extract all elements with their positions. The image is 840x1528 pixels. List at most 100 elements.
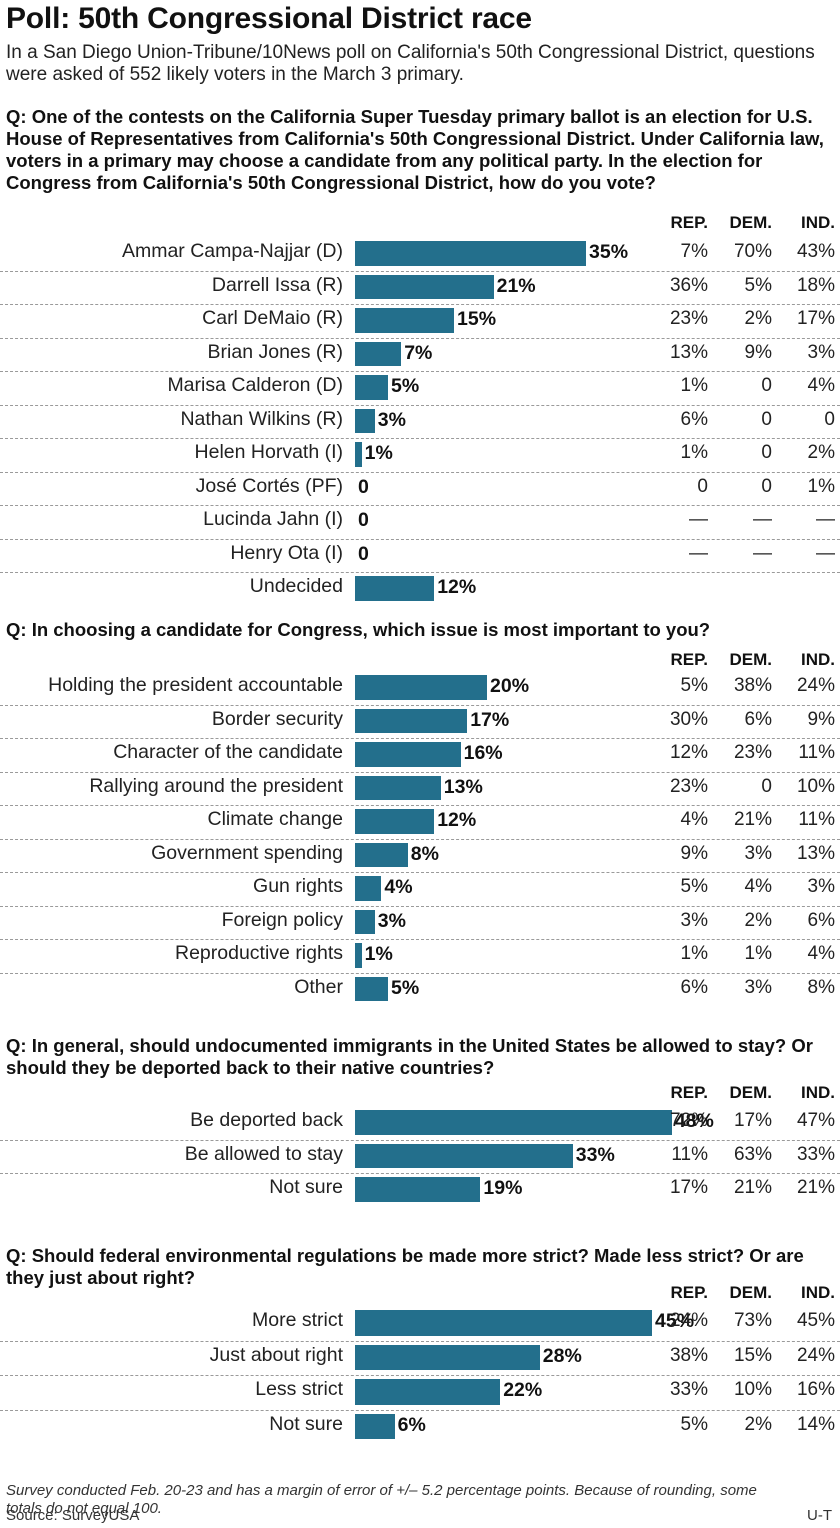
breakdown-value: 21%	[733, 809, 772, 830]
breakdown-value: —	[816, 509, 835, 530]
value-label: 5%	[391, 976, 420, 999]
breakdown-value: 5%	[744, 274, 772, 296]
data-bar	[355, 1413, 395, 1439]
breakdown-value: —	[816, 542, 835, 564]
breakdown-value: 1%	[807, 475, 835, 497]
value-label: 12%	[437, 576, 477, 598]
chart-row: Just about right 28% 38% 15% 24%	[0, 1342, 840, 1376]
category-label: Lucinda Jahn (I)	[203, 508, 343, 530]
category-label: José Cortés (PF)	[195, 474, 343, 497]
value-label: 1%	[364, 442, 393, 464]
breakdown-value: —	[753, 542, 772, 564]
breakdown-value: 23%	[733, 742, 772, 763]
breakdown-value: —	[689, 542, 708, 564]
data-bar	[355, 742, 461, 767]
breakdown-value: 0	[761, 775, 772, 797]
row-divider	[0, 1173, 840, 1174]
value-label: 1%	[364, 943, 393, 965]
data-bar	[355, 976, 388, 1001]
breakdown-value: 13%	[796, 842, 835, 864]
value-label: 8%	[410, 842, 439, 865]
breakdown-value: 0	[761, 375, 772, 396]
column-header: DEM.	[729, 1283, 773, 1302]
value-label: 15%	[457, 308, 497, 330]
column-header: IND.	[801, 1083, 835, 1102]
breakdown-value: 1%	[680, 442, 708, 463]
category-label: Be allowed to stay	[184, 1142, 343, 1165]
breakdown-value: 47%	[796, 1110, 835, 1131]
data-bar	[355, 1143, 573, 1168]
breakdown-value: 3%	[807, 341, 835, 363]
row-divider	[0, 572, 840, 573]
data-bar	[355, 241, 586, 266]
chart-row: Reproductive rights 1% 1% 1% 4%	[0, 940, 840, 974]
publisher-credit: U-T	[807, 1507, 832, 1524]
value-label: 7%	[404, 341, 433, 364]
breakdown-value: 4%	[680, 809, 708, 830]
value-label: 3%	[377, 408, 406, 431]
chart-row: Be deported back 48% 72% 17% 47%	[0, 1107, 840, 1141]
value-label: 5%	[391, 375, 420, 397]
chart-row: Other 5% 6% 3% 8%	[0, 974, 840, 1008]
row-divider	[0, 738, 840, 739]
breakdown-value: 72%	[669, 1110, 708, 1131]
breakdown-value: 12%	[669, 742, 708, 763]
breakdown-value: 24%	[669, 1310, 708, 1331]
breakdown-value: 10%	[796, 775, 835, 797]
row-divider	[0, 905, 840, 907]
chart-row: Character of the candidate 16% 12% 23% 11%	[0, 739, 840, 773]
data-bar	[355, 675, 487, 700]
column-header: DEM.	[729, 1083, 773, 1102]
chart-row: Rallying around the president 13% 23% 0 10%	[0, 773, 840, 806]
data-bar	[355, 274, 494, 299]
column-header: IND.	[801, 1283, 835, 1302]
breakdown-value: 0	[697, 475, 708, 497]
row-divider	[0, 704, 840, 706]
value-label: 3%	[377, 909, 406, 932]
breakdown-value: 73%	[733, 1310, 772, 1331]
data-bar	[355, 308, 454, 333]
row-divider	[0, 872, 840, 873]
breakdown-value: 2%	[744, 909, 772, 931]
value-label: 45%	[655, 1310, 695, 1332]
category-label: Other	[294, 975, 343, 998]
chart-row: Henry Ota (I) 0 — — —	[0, 540, 840, 573]
category-label: Carl DeMaio (R)	[202, 307, 343, 329]
breakdown-value: 6%	[680, 976, 708, 998]
category-label: Undecided	[249, 575, 343, 597]
chart-row: José Cortés (PF) 0 0 0 1%	[0, 473, 840, 506]
chart-row: Marisa Calderon (D) 5% 1% 0 4%	[0, 372, 840, 406]
breakdown-value: 11%	[798, 809, 835, 830]
category-label: Not sure	[269, 1412, 343, 1435]
chart-row: Brian Jones (R) 7% 13% 9% 3%	[0, 339, 840, 372]
breakdown-value: 6%	[744, 708, 772, 730]
row-divider	[0, 1375, 840, 1376]
category-label: Government spending	[151, 841, 343, 864]
breakdown-value: 0	[761, 475, 772, 497]
breakdown-value: 2%	[744, 308, 772, 329]
value-label: 28%	[542, 1344, 582, 1367]
row-divider	[0, 270, 840, 272]
data-bar	[355, 442, 362, 467]
breakdown-value: 9%	[807, 708, 835, 730]
column-header: REP.	[670, 1283, 709, 1302]
breakdown-value: 3%	[807, 876, 835, 897]
data-bar	[355, 1310, 652, 1336]
category-label: More strict	[251, 1309, 343, 1331]
value-label: 0	[358, 509, 369, 531]
chart-row: Lucinda Jahn (I) 0 — — —	[0, 506, 840, 540]
category-label: Not sure	[269, 1176, 343, 1198]
category-label: Nathan Wilkins (R)	[180, 407, 343, 430]
question-text: Q: In choosing a candidate for Congress,…	[6, 619, 711, 640]
breakdown-value: 6%	[807, 909, 835, 931]
value-label: 16%	[463, 742, 503, 764]
data-bar	[355, 341, 402, 366]
breakdown-value: 6%	[680, 408, 708, 430]
breakdown-value: 4%	[807, 943, 835, 964]
footnote: Survey conducted Feb. 20-23 and has a ma…	[6, 1482, 757, 1517]
data-bar	[355, 775, 441, 800]
chart-row: More strict 45% 24% 73% 45%	[0, 1307, 840, 1342]
data-bar	[355, 375, 388, 400]
data-bar	[355, 943, 362, 968]
data-bar	[355, 1344, 540, 1370]
